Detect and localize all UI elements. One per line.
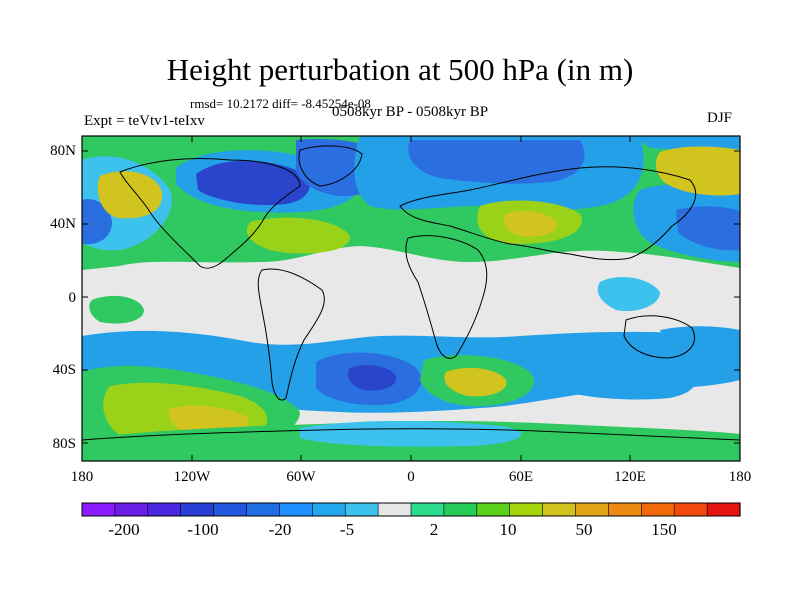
field-region-pacific-blue — [82, 199, 112, 245]
colorbar-box — [640, 502, 675, 517]
lat-axis: 80N 40N 0 40S 80S — [50, 143, 740, 452]
lat-tick-label-80n: 80N — [50, 143, 76, 159]
experiment-label: Expt = teVtv1-teIxv — [84, 113, 205, 129]
colorbar-box — [114, 502, 149, 517]
field-region-satlantic-deep-blue — [347, 365, 397, 391]
field-region-siberia-yellow — [655, 146, 740, 196]
field-region-tropical-green — [89, 295, 144, 324]
lon-tick-label-120w: 120W — [174, 469, 212, 485]
colorbar-box — [608, 502, 642, 517]
field-region-sindian-blue — [534, 351, 696, 400]
lat-tick-label-0: 0 — [69, 290, 77, 306]
colorbar-box — [344, 502, 379, 517]
colorbar-label-150: 150 — [651, 520, 677, 539]
season-label: DJF — [707, 110, 733, 126]
colorbar-box — [311, 502, 346, 517]
colorbar-label-2: 2 — [430, 520, 439, 539]
coast-north-america — [119, 158, 301, 269]
lon-tick-label-60w: 60W — [286, 469, 316, 485]
colorbar-boxes — [81, 502, 741, 517]
colorbar-box — [542, 502, 577, 517]
colorbar-box — [476, 502, 511, 517]
colorbar-box — [246, 502, 281, 517]
colorbar-box — [575, 502, 610, 517]
coastlines — [82, 145, 740, 441]
coast-south-america — [257, 268, 325, 401]
colorbar-box — [443, 502, 478, 517]
lon-tick-label-180w: 180 — [71, 469, 94, 485]
coast-europe-asia — [399, 166, 697, 261]
lat-tick-label-40s: 40S — [53, 362, 76, 378]
colorbar-box — [377, 502, 412, 517]
colorbar: -200 -100 -20 -5 2 10 50 150 — [81, 502, 741, 539]
colorbar-box — [147, 502, 182, 517]
lon-tick-label-120e: 120E — [614, 469, 646, 485]
coast-africa — [405, 235, 488, 359]
colorbar-box — [509, 502, 544, 517]
field-region-canada-deep-blue — [196, 160, 310, 206]
map-title: Height perturbation at 500 hPa (in m) — [166, 52, 634, 87]
colorbar-label-50: 50 — [576, 520, 593, 539]
period-text: 0508kyr BP - 0508kyr BP — [331, 104, 489, 120]
field-region-tropical-cyan — [597, 277, 660, 312]
colorbar-box — [180, 502, 215, 517]
field-region-spacific-cyan — [660, 326, 740, 368]
coast-greenland — [298, 145, 363, 187]
colorbar-box — [279, 502, 313, 517]
colorbar-label-minus-5: -5 — [340, 520, 354, 539]
rmsd-diff-text: rmsd= 10.2172 diff= -8.45254e-08 — [190, 96, 371, 111]
colorbar-frame — [81, 502, 741, 517]
field-region-npacific-deep-blue — [676, 206, 740, 251]
lon-tick-label-0: 0 — [407, 469, 415, 485]
field-region-eurasia-deep-blue — [408, 140, 585, 184]
field-region-asia-orange — [503, 211, 557, 237]
colorbar-label-minus-20: -20 — [269, 520, 292, 539]
lon-axis: 180 120W 60W 0 60E 120E 180 — [71, 136, 752, 485]
colorbar-box — [410, 502, 445, 517]
colorbar-label-minus-100: -100 — [187, 520, 218, 539]
field-region-atlantic-yellow — [246, 217, 351, 254]
map-plot-area — [82, 136, 740, 461]
lat-tick-label-80s: 80S — [53, 436, 76, 452]
colorbar-label-10: 10 — [500, 520, 517, 539]
lon-tick-label-180e: 180 — [729, 469, 752, 485]
field-region-antarctic-cyan — [300, 421, 522, 447]
field-region-arctic-cyan — [634, 136, 740, 150]
lon-tick-label-60e: 60E — [509, 469, 533, 485]
coast-australia — [623, 315, 695, 359]
lat-tick-label-40n: 40N — [50, 216, 76, 232]
colorbar-box — [81, 502, 116, 517]
colorbar-box — [213, 502, 248, 517]
field-region-sindian-orange — [444, 367, 507, 397]
colorbar-box — [673, 502, 708, 517]
coast-antarctica — [82, 428, 740, 441]
colorbar-label-minus-200: -200 — [108, 520, 139, 539]
colorbar-box — [706, 502, 741, 517]
